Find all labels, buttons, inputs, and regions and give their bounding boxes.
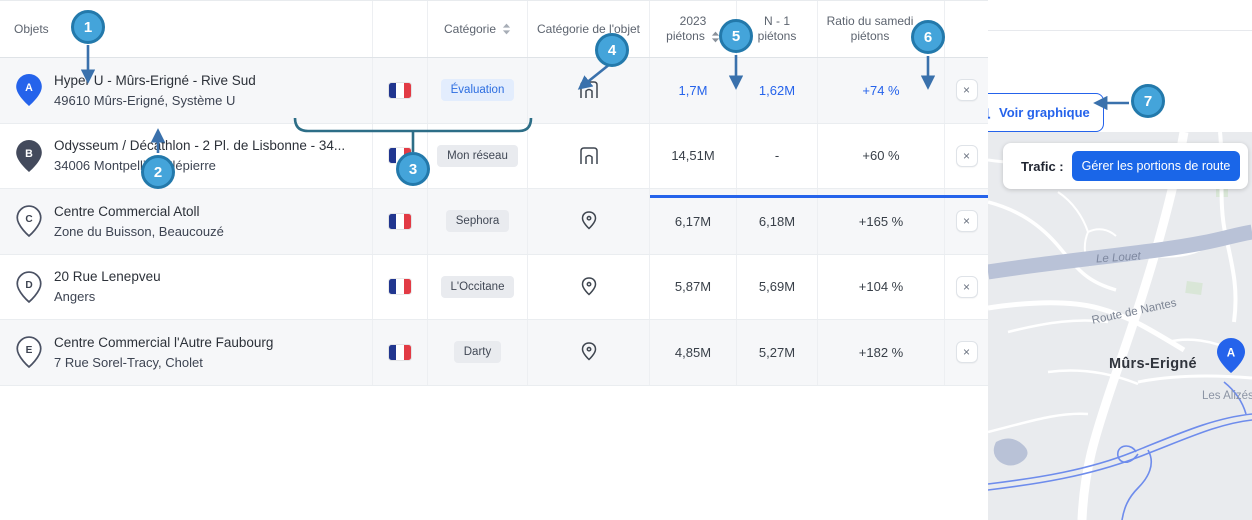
value-ratio: +165 % <box>818 189 945 254</box>
row-subtitle: 7 Rue Sorel-Tracy, Cholet <box>54 354 203 370</box>
value-2023: 6,17M <box>650 189 737 254</box>
value-2023: 5,87M <box>650 254 737 319</box>
category-badge: Mon réseau <box>437 144 518 167</box>
svg-text:A: A <box>25 82 33 94</box>
col-header-ratio-line2: piétons <box>850 29 890 43</box>
svg-text:C: C <box>25 214 33 225</box>
callout-4: 4 <box>595 33 629 67</box>
mall-icon <box>579 147 598 164</box>
col-header-objets-label: Objets <box>14 21 49 36</box>
value-ratio: +74 % <box>818 58 945 123</box>
marker-pin-d-icon: D <box>16 270 42 303</box>
remove-row-button[interactable]: × <box>955 341 978 364</box>
row-subtitle: Zone du Buisson, Beaucouzé <box>54 223 224 239</box>
selected-columns-underline <box>650 195 988 198</box>
col-header-actions <box>945 1 988 57</box>
value-ratio: +104 % <box>818 254 945 319</box>
callout-3: 3 <box>396 152 430 186</box>
map-graphics <box>988 132 1252 520</box>
remove-row-button[interactable]: × <box>955 144 978 167</box>
marker-pin-e-icon: E <box>16 336 42 369</box>
category-badge: Sephora <box>445 210 510 233</box>
col-header-objets[interactable]: Objets <box>0 1 373 57</box>
value-n1: 5,27M <box>737 320 818 385</box>
callout-1: 1 <box>71 10 105 44</box>
location-pin-icon <box>581 211 596 230</box>
col-header-n1-line1: N - 1 <box>763 14 790 28</box>
col-header-categorie-label: Catégorie <box>443 21 497 36</box>
value-2023: 4,85M <box>650 320 737 385</box>
category-badge: Darty <box>453 341 502 364</box>
svg-text:E: E <box>26 345 33 356</box>
marker-pin-c-icon: C <box>16 205 42 238</box>
table-row[interactable]: C Centre Commercial Atoll Zone du Buisso… <box>0 189 988 255</box>
row-subtitle: Angers <box>54 289 96 305</box>
remove-row-button[interactable]: × <box>955 210 978 233</box>
marker-pin-b-icon: B <box>16 139 42 172</box>
map-label-city: Mûrs-Erigné <box>1109 356 1197 372</box>
sort-icon[interactable] <box>711 31 720 43</box>
row-title: Hyper U - Mûrs-Erigné - Rive Sud <box>54 72 256 88</box>
france-flag-icon <box>389 213 411 229</box>
row-title: Centre Commercial l'Autre Faubourg <box>54 334 274 350</box>
value-2023: 1,7M <box>650 58 737 123</box>
value-ratio: +182 % <box>818 320 945 385</box>
location-pin-icon <box>581 276 596 296</box>
col-header-ratio-line1: Ratio du samedi <box>826 14 914 28</box>
col-header-flag <box>373 1 428 57</box>
category-badge: L'Occitane <box>440 275 515 298</box>
marker-pin-a-icon: A <box>16 74 42 107</box>
col-header-2023-line2: piétons <box>666 29 705 43</box>
table-row[interactable]: A Hyper U - Mûrs-Erigné - Rive Sud 49610… <box>0 58 988 124</box>
remove-row-button[interactable]: × <box>955 275 978 298</box>
svg-text:A: A <box>1227 347 1236 360</box>
row-title: Odysseum / Décathlon - 2 Pl. de Lisbonne… <box>54 138 346 154</box>
view-graph-label: Voir graphique <box>999 105 1090 120</box>
callout-2: 2 <box>141 155 175 189</box>
callout-7: 7 <box>1131 84 1165 118</box>
category-badge: Évaluation <box>440 79 515 102</box>
map-label-district: Les Alizés <box>1202 390 1252 402</box>
col-header-categorie-objet: Catégorie de l'objet <box>528 1 650 57</box>
col-header-2023-line1: 2023 <box>679 14 707 28</box>
manage-road-portions-button[interactable]: Gérer les portions de route <box>1071 151 1241 181</box>
row-subtitle: 49610 Mûrs-Erigné, Système U <box>54 92 236 108</box>
traffic-label: Trafic : <box>1021 158 1064 174</box>
row-subtitle: 34006 Montpellier, Klépierre <box>54 158 216 174</box>
value-n1: 5,69M <box>737 254 818 319</box>
location-pin-icon <box>581 342 596 361</box>
france-flag-icon <box>389 279 411 295</box>
row-title: 20 Rue Lenepveu <box>54 269 161 285</box>
svg-text:B: B <box>25 148 33 160</box>
value-n1: 6,18M <box>737 189 818 254</box>
col-header-ratio-samedi: Ratio du samedi piétons ? <box>818 1 945 57</box>
traffic-card: Trafic : Gérer les portions de route <box>1003 143 1248 189</box>
table-row[interactable]: B Odysseum / Décathlon - 2 Pl. de Lisbon… <box>0 123 988 189</box>
col-header-categorie[interactable]: Catégorie <box>428 1 528 57</box>
results-table: Objets Catégorie Catégorie de l'objet 20… <box>0 0 988 386</box>
france-flag-icon <box>389 82 411 98</box>
table-row[interactable]: D 20 Rue Lenepveu Angers L'Occitane 5,87… <box>0 254 988 320</box>
value-2023: 14,51M <box>650 123 737 188</box>
value-ratio: +60 % <box>818 123 945 188</box>
col-header-n1-line2: piétons <box>757 29 797 43</box>
row-title: Centre Commercial Atoll <box>54 203 200 219</box>
map-canvas[interactable]: Le Louet Route de Nantes Mûrs-Erigné Les… <box>988 132 1252 520</box>
table-row[interactable]: E Centre Commercial l'Autre Faubourg 7 R… <box>0 320 988 386</box>
value-n1: 1,62M <box>737 58 818 123</box>
col-header-categorie-objet-label: Catégorie de l'objet <box>536 21 641 36</box>
mall-icon <box>579 81 598 99</box>
france-flag-icon <box>389 344 411 360</box>
table-header-row: Objets Catégorie Catégorie de l'objet 20… <box>0 1 988 58</box>
callout-5: 5 <box>719 19 753 53</box>
value-n1: - <box>737 123 818 188</box>
remove-row-button[interactable]: × <box>955 79 978 102</box>
svg-text:D: D <box>25 280 32 291</box>
map-marker-a[interactable]: A <box>1217 338 1245 373</box>
col-header-n1-pietons: N - 1 piétons <box>737 1 818 57</box>
sort-icon[interactable] <box>502 23 511 35</box>
callout-6: 6 <box>911 20 945 54</box>
